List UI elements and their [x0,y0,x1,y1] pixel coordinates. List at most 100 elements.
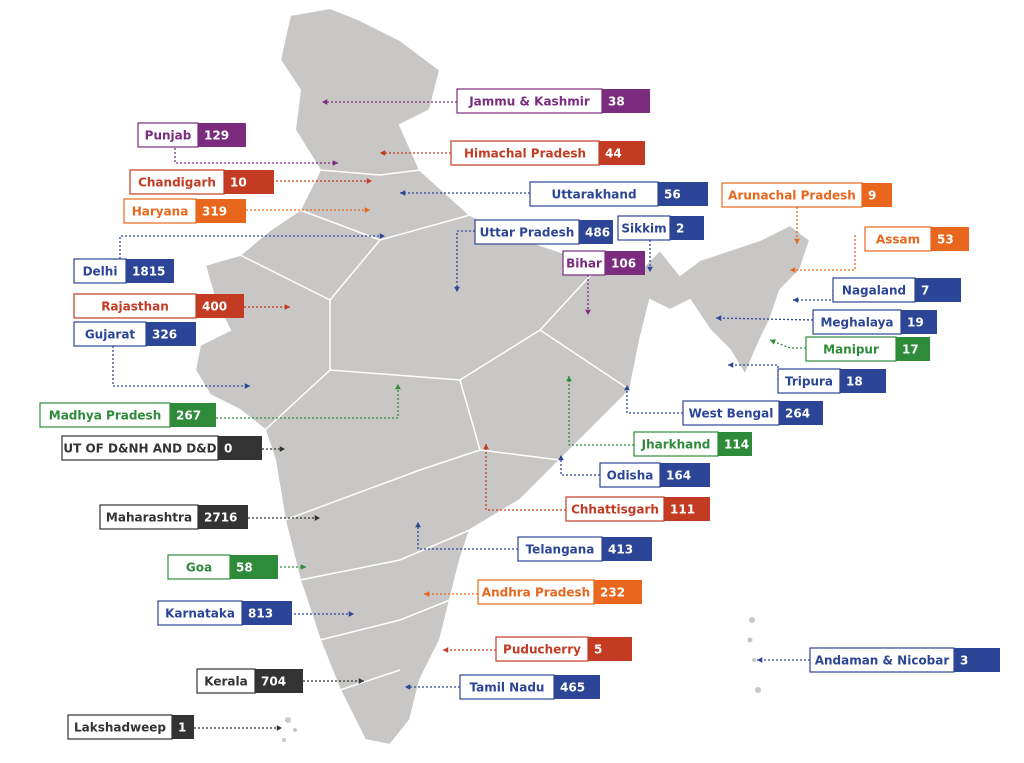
arrow-head [624,385,630,391]
value-box [954,648,1000,672]
state-label: Jammu & Kashmir 38 [322,88,650,114]
state-value: 114 [724,438,749,452]
state-name: Odisha [607,469,654,483]
state-label: Tamil Nadu 465 [405,674,600,700]
value-box [224,170,274,194]
state-value: 326 [152,328,177,342]
state-label: Odisha 164 [558,455,710,488]
arrow-head [647,266,653,272]
state-value: 813 [248,607,273,621]
value-box [658,182,708,206]
state-value: 400 [202,300,227,314]
state-value: 267 [176,409,201,423]
state-name: Karnataka [165,607,235,621]
arrow-head [348,611,354,617]
arrow-head [424,591,430,597]
value-box [605,251,645,275]
state-value: 53 [937,233,954,247]
state-value: 465 [560,681,585,695]
state-label: Jharkhand 114 [566,376,752,457]
arrow-head [400,190,406,196]
state-value: 5 [594,643,602,657]
state-name: Bihar [566,257,602,271]
value-box [670,216,704,240]
leader-arrow [626,385,683,414]
state-label: Meghalaya 19 [715,309,937,335]
leader-arrow [560,455,600,476]
state-name: Gujarat [85,328,136,342]
state-label: Punjab 129 [137,122,338,166]
state-label: UT OF D&NH AND D&D 0 [61,435,285,461]
state-name: Kerala [204,675,247,689]
state-label: Nagaland 7 [793,277,961,303]
value-box [718,432,752,456]
arrow-head [405,684,411,690]
labels: Jammu & Kashmir 38 Punjab 129 Himachal Prade… [39,88,1000,740]
leader-arrow [174,148,338,164]
state-label: Kerala 704 [196,668,364,694]
value-box [126,259,174,283]
state-label: Puducherry 5 [443,636,632,662]
leader-arrow [456,230,475,292]
state-value: 0 [224,442,232,456]
state-value: 7 [921,284,929,298]
state-value: 106 [611,257,636,271]
arrow-head [366,178,372,184]
arrow-head [770,339,776,345]
state-name: Sikkim [621,222,666,236]
name-box [456,88,603,114]
value-box [170,403,216,427]
name-box [565,496,665,522]
name-box [157,600,243,626]
state-value: 319 [202,205,227,219]
value-box [594,580,642,604]
state-value: 38 [608,95,625,109]
arrow-head [566,376,572,382]
value-box [579,220,613,244]
name-box [39,402,171,428]
value-box [172,715,194,739]
state-value: 129 [204,129,229,143]
arrow-head [790,267,796,273]
state-name: Jharkhand [641,438,711,452]
state-value: 56 [664,188,681,202]
value-box [230,555,278,579]
state-borders [239,169,631,691]
state-name: Lakshadweep [74,721,166,735]
state-value: 2 [676,222,684,236]
state-label: Uttarakhand 56 [400,181,708,207]
value-box [198,505,248,529]
state-name: Arunachal Pradesh [728,189,856,203]
state-value: 17 [902,343,919,357]
state-label: Gujarat 326 [73,321,250,389]
name-box [517,536,603,562]
value-box [915,278,961,302]
state-name: Rajasthan [101,300,169,314]
name-box [137,122,199,148]
name-box [450,140,600,166]
name-box [474,219,580,245]
state-label: Telangana 413 [415,522,652,562]
state-value: 264 [785,407,810,421]
state-label: Uttar Pradesh 486 [454,219,613,292]
name-box [809,647,955,673]
state-name: Himachal Pradesh [464,147,586,161]
state-label: Haryana 319 [123,198,370,224]
arrow-head [454,286,460,292]
arrow-head [443,647,449,653]
value-box [896,337,930,361]
name-box [73,293,197,319]
value-box [862,183,892,207]
arrow-head [395,384,401,390]
state-name: Manipur [823,343,879,357]
name-box [805,336,897,362]
value-box [931,227,969,251]
state-label: Assam 53 [790,226,969,273]
state-name: Telangana [526,543,595,557]
value-box [554,675,600,699]
leader-arrow [417,522,518,550]
value-box [146,322,196,346]
state-label: Madhya Pradesh 267 [39,384,401,428]
name-box [61,435,219,461]
